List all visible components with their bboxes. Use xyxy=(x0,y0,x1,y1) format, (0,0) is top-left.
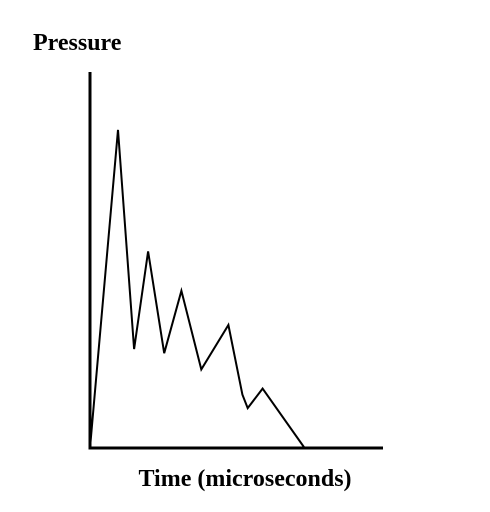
pressure-series-line xyxy=(89,129,306,449)
y-axis-label: Pressure xyxy=(33,30,122,56)
x-axis-label: Time (microseconds) xyxy=(138,466,351,492)
